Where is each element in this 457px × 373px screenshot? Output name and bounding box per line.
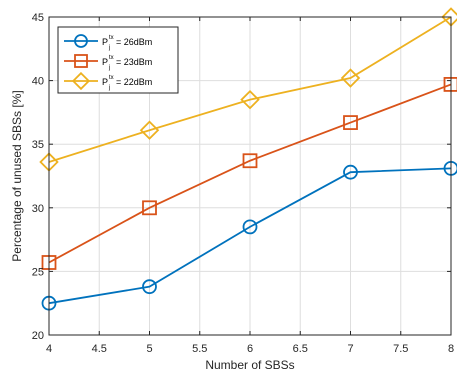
x-tick-label: 6 (247, 343, 253, 355)
x-tick-label: 4 (46, 343, 52, 355)
y-axis-label: Percentage of unused SBSs [%] (10, 90, 24, 261)
data-point-square (343, 115, 358, 130)
series-line (48, 167, 452, 305)
x-tick-label: 5 (146, 343, 152, 355)
data-point-diamond (139, 120, 160, 140)
legend-label-sup: tx (109, 55, 114, 61)
data-point-diamond (240, 89, 260, 110)
y-tick-label: 40 (32, 76, 44, 88)
legend-label-base: P (102, 77, 108, 87)
series-line (48, 83, 452, 264)
data-point-square (142, 200, 157, 216)
y-tick-label: 30 (32, 203, 44, 215)
legend-label-suffix: = 22dBm (116, 77, 152, 87)
data-point-diamond (340, 68, 361, 88)
x-tick-label: 4.5 (92, 343, 107, 355)
x-axis-label: Number of SBSs (205, 358, 294, 372)
legend-marker-square (74, 54, 88, 68)
x-tick-label: 7 (347, 343, 353, 355)
series-line (48, 16, 452, 163)
legend-label-suffix: = 26dBm (116, 37, 152, 47)
legend-label-sub: j (108, 85, 110, 91)
x-tick-label: 5.5 (192, 343, 207, 355)
y-tick-label: 35 (32, 139, 44, 151)
legend-label-suffix: = 23dBm (116, 57, 152, 67)
data-point-circle (142, 279, 157, 295)
legend-label-base: P (102, 37, 108, 47)
y-tick-label: 45 (32, 12, 44, 24)
legend-box (57, 26, 179, 94)
y-tick-label: 25 (32, 266, 44, 278)
x-tick-label: 8 (448, 343, 454, 355)
y-tick-label: 20 (32, 330, 44, 342)
legend-label-sup: tx (109, 75, 114, 81)
legend-label-sup: tx (109, 35, 114, 41)
axis-ticks: 4 4.5 5 5.5 6 6.5 7 7.5 8 20 25 30 35 40 45 (32, 12, 454, 355)
x-tick-label: 6.5 (293, 343, 308, 355)
data-point-square (242, 153, 258, 169)
legend-label-sub: j (108, 45, 110, 51)
legend-marker-circle (74, 34, 88, 48)
data-point-circle (242, 219, 258, 235)
legend-marker-diamond (71, 71, 91, 91)
legend-label-sub: j (108, 65, 110, 71)
legend-label-base: P (102, 57, 108, 67)
data-point-circle (343, 164, 358, 180)
x-tick-label: 7.5 (393, 343, 408, 355)
